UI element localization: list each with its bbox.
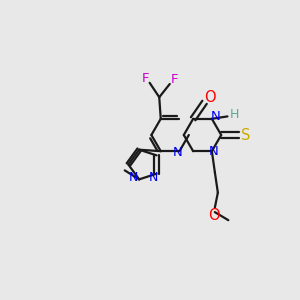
Text: N: N — [211, 110, 220, 123]
Text: N: N — [173, 146, 183, 159]
Text: O: O — [204, 90, 216, 105]
Text: N: N — [129, 171, 138, 184]
Text: O: O — [208, 208, 220, 223]
Text: N: N — [148, 171, 158, 184]
Text: H: H — [230, 108, 239, 122]
Text: N: N — [208, 145, 218, 158]
Text: F: F — [141, 72, 149, 85]
Text: S: S — [241, 128, 250, 142]
Text: F: F — [170, 73, 178, 86]
